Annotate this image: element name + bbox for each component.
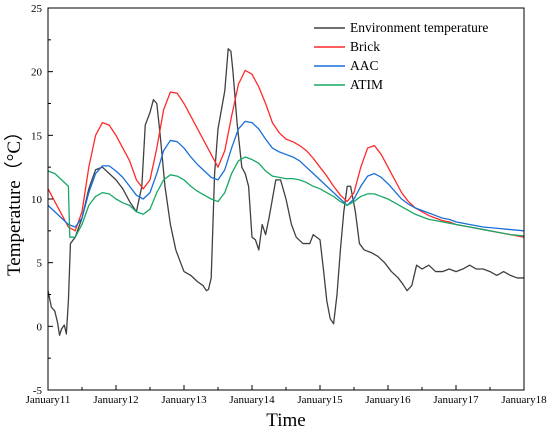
legend-label-1: Environment temperature [350,20,488,35]
x-tick-label: January16 [365,394,411,406]
series-line-4 [47,156,525,238]
y-tick-label: 20 [31,67,43,79]
x-tick-label: January14 [229,394,275,406]
x-tick-label: January18 [501,394,547,406]
x-axis: January11 January12 January13 January14 Janu… [26,385,547,406]
legend: Environment temperature Brick AAC ATIM [314,20,488,92]
y-tick-label: 25 [31,3,43,15]
y-tick-label: -5 [33,385,43,397]
series-layer [47,48,525,336]
x-tick-label: January11 [26,394,71,406]
y-tick-label: 5 [37,258,43,270]
series-line-1 [47,48,524,336]
y-tick-label: 10 [31,194,43,206]
legend-label-3: AAC [350,58,379,73]
y-tick-label: 0 [37,321,43,333]
legend-label-4: ATIM [350,77,383,92]
x-tick-label: January15 [297,394,343,406]
x-tick-label: January13 [161,394,207,406]
y-axis: -5 0 5 10 15 20 25 [31,3,53,397]
x-tick-label: January17 [433,394,479,406]
series-line-3 [47,120,525,232]
x-tick-label: January12 [93,394,138,406]
y-axis-label: Temperature（°C） [3,122,25,276]
legend-label-2: Brick [350,39,380,54]
y-tick-label: 15 [31,130,43,142]
x-axis-label: Time [266,410,305,431]
